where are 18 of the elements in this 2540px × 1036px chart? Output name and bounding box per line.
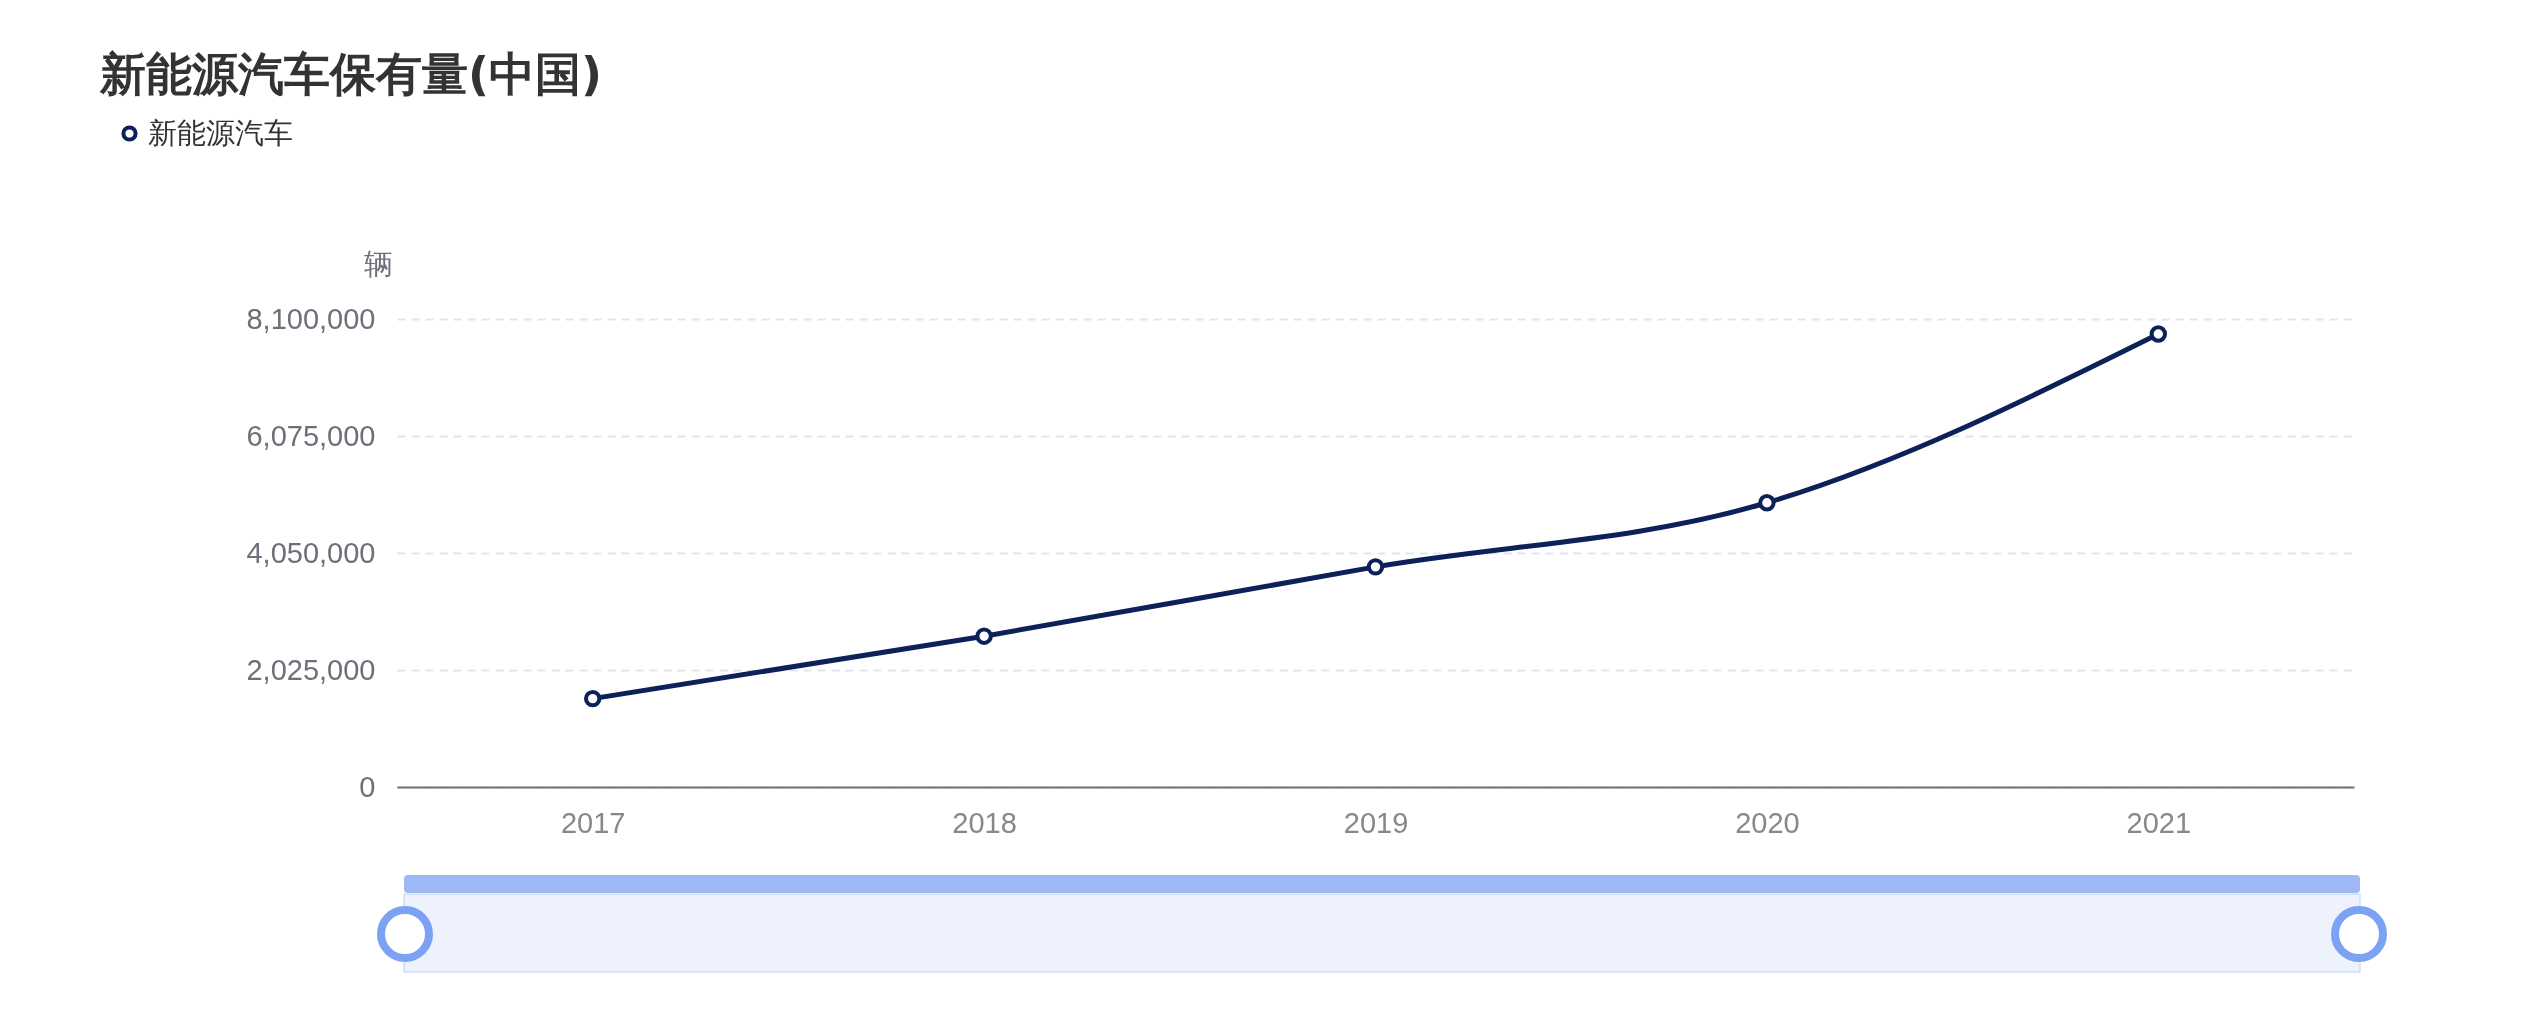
y-tick-label: 4,050,000 xyxy=(246,536,376,569)
point xyxy=(1366,558,1385,576)
y-tick-label: 6,075,000 xyxy=(246,419,376,452)
y-tick-label: 2,025,000 xyxy=(246,653,376,686)
y-tick-label: 8,100,000 xyxy=(246,302,376,335)
x-tick-label: 2021 xyxy=(2126,806,2192,839)
y-axis-title: 辆 xyxy=(363,247,393,280)
legend-label: 新能源汽车 xyxy=(148,116,293,149)
x-tick-label: 2017 xyxy=(560,806,626,839)
point xyxy=(975,627,993,645)
x-tick-label: 2019 xyxy=(1343,806,1409,839)
y-tick-label: 0 xyxy=(359,770,376,803)
point xyxy=(2149,325,2168,343)
x-tick-label: 2020 xyxy=(1735,806,1800,839)
point xyxy=(583,689,602,708)
x-tick-label: 2018 xyxy=(952,806,1017,839)
point xyxy=(1758,494,1776,512)
chart-title: 新能源汽车保有量(中国) xyxy=(100,46,603,103)
